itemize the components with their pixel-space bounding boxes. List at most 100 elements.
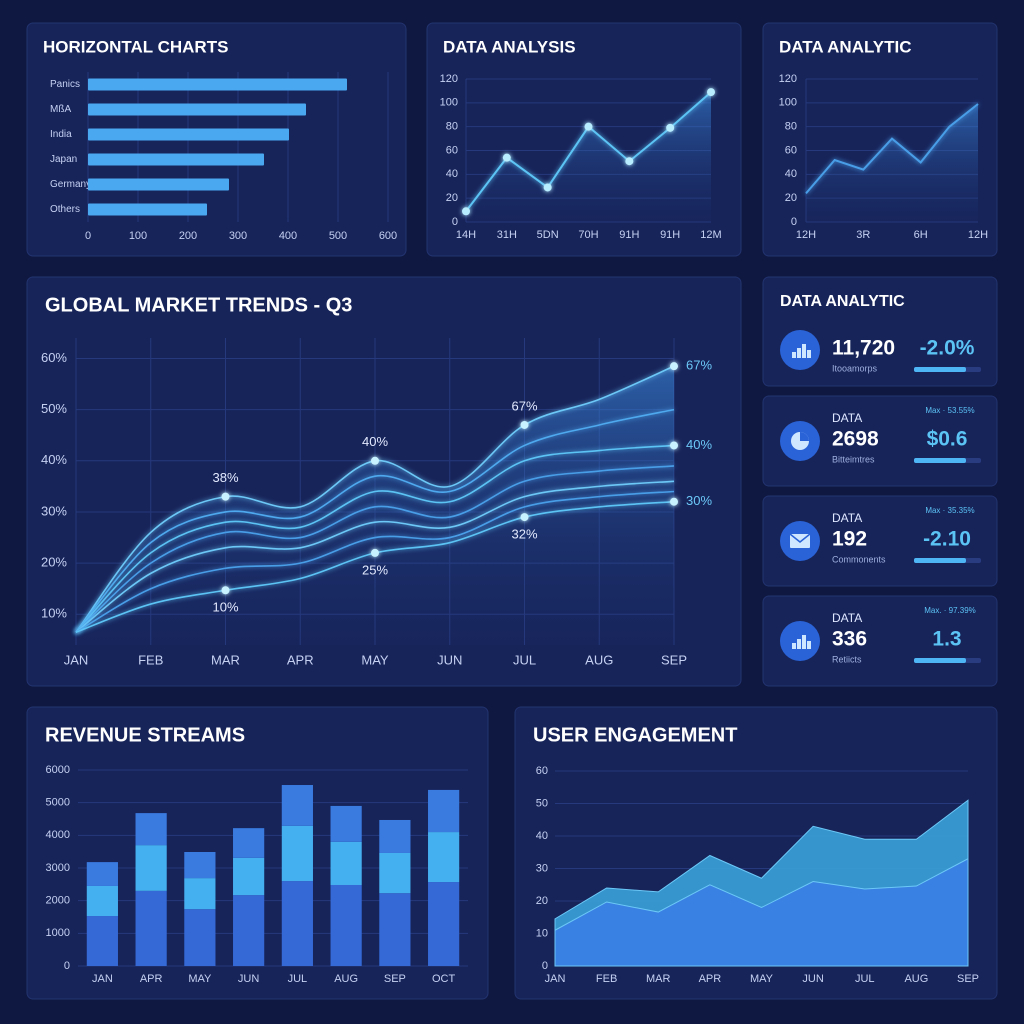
y-tick-label: 100: [779, 97, 797, 109]
annotation-point: [520, 420, 529, 429]
annotation: 25%: [362, 562, 388, 577]
y-tick-label: Panics: [50, 79, 80, 90]
bar-segment: [184, 909, 216, 966]
y-tick-label: Others: [50, 204, 80, 215]
x-tick-label: 12H: [796, 229, 816, 241]
line: [75, 480, 675, 633]
y-tick-label: 50%: [41, 401, 67, 416]
marker: [502, 153, 511, 162]
kpi-change: 1.3: [932, 628, 961, 651]
x-tick-label: MAY: [188, 973, 212, 985]
area: [554, 857, 969, 967]
bar-segment: [184, 878, 216, 910]
x-tick-label: 200: [179, 230, 197, 242]
x-tick-label: JAN: [64, 652, 89, 667]
y-tick-label: 6000: [46, 764, 70, 776]
icon: [802, 344, 806, 358]
x-tick-label: APR: [699, 973, 722, 985]
kpi-caption: Retiicts: [832, 654, 862, 664]
annotation: 40%: [686, 437, 712, 452]
y-tick-label: 0: [64, 960, 70, 972]
bar-segment: [86, 885, 118, 917]
x-tick-label: 5DN: [537, 229, 559, 241]
chart-title: USER ENGAGEMENT: [533, 724, 737, 746]
chart-title: REVENUE STREAMS: [45, 724, 245, 746]
progress-fill: [914, 658, 966, 663]
y-tick-label: 60: [536, 765, 548, 777]
bar-segment: [135, 890, 167, 966]
y-tick-label: 2000: [46, 895, 70, 907]
marker: [707, 88, 715, 97]
annotation-point: [670, 362, 678, 371]
bar-segment: [428, 882, 460, 966]
y-tick-label: 20: [446, 192, 458, 204]
y-tick-label: 50: [536, 797, 548, 809]
panel: [762, 276, 998, 387]
x-tick-label: JUN: [437, 652, 462, 667]
bar-segment: [281, 825, 313, 882]
bar: [88, 128, 289, 141]
marker: [625, 157, 634, 166]
icon: [807, 641, 811, 649]
icon: [797, 348, 801, 358]
kpi-change: -2.10: [923, 528, 971, 551]
x-tick-label: 3R: [856, 229, 870, 241]
kpi-max: Max. · 97.39%: [924, 606, 976, 615]
annotation-point: [371, 548, 379, 557]
bar-segment: [428, 832, 460, 883]
kpi-value: 336: [832, 628, 867, 651]
bar-segment: [330, 841, 362, 885]
x-tick-label: OCT: [432, 973, 456, 985]
annotation: 10%: [212, 600, 238, 615]
kpi-caption: Itooamorps: [832, 363, 878, 373]
kpi-change: -2.0%: [920, 337, 975, 360]
area: [76, 366, 674, 645]
y-tick-label: MßA: [50, 104, 71, 115]
y-tick-label: 0: [791, 216, 797, 228]
y-tick-label: 120: [779, 73, 797, 85]
x-tick-label: 300: [229, 230, 247, 242]
bar-segment: [86, 916, 118, 966]
annotation: 32%: [511, 527, 537, 542]
x-tick-label: AUG: [334, 973, 358, 985]
x-tick-label: 91H: [660, 229, 680, 241]
x-tick-label: SEP: [384, 973, 406, 985]
y-tick-label: 40%: [41, 452, 67, 467]
marker: [462, 207, 470, 216]
x-tick-label: JUN: [238, 973, 259, 985]
icon: [792, 352, 796, 358]
kpi-label: DATA: [832, 411, 862, 425]
x-tick-label: MAR: [211, 652, 240, 667]
panel: [762, 495, 998, 587]
area: [806, 104, 978, 222]
annotation-point: [221, 586, 230, 595]
kpi-value: 192: [832, 528, 867, 551]
annotation: 67%: [511, 398, 537, 413]
bar-segment: [330, 884, 362, 966]
icon: [807, 350, 811, 358]
bar-segment: [233, 895, 265, 966]
annotation-point: [371, 456, 379, 465]
x-tick-label: MAY: [361, 652, 389, 667]
annotation: 40%: [362, 434, 388, 449]
y-tick-label: 4000: [46, 829, 70, 841]
bar-segment: [281, 881, 313, 966]
x-tick-label: FEB: [596, 973, 617, 985]
y-tick-label: 3000: [46, 862, 70, 874]
bar-segment: [379, 819, 411, 853]
y-tick-label: 10%: [41, 606, 67, 621]
x-tick-label: SEP: [661, 652, 687, 667]
chart-title: DATA ANALYTIC: [779, 37, 912, 56]
y-tick-label: 100: [440, 97, 458, 109]
bar: [88, 153, 264, 166]
y-tick-label: 80: [785, 121, 797, 133]
kpi-max: Max · 53.55%: [925, 406, 974, 415]
line: [805, 103, 979, 195]
bar: [88, 78, 347, 91]
y-tick-label: Japan: [50, 154, 77, 165]
marker: [543, 183, 552, 192]
x-tick-label: APR: [140, 973, 163, 985]
x-tick-label: SEP: [957, 973, 979, 985]
icon: [792, 643, 796, 649]
